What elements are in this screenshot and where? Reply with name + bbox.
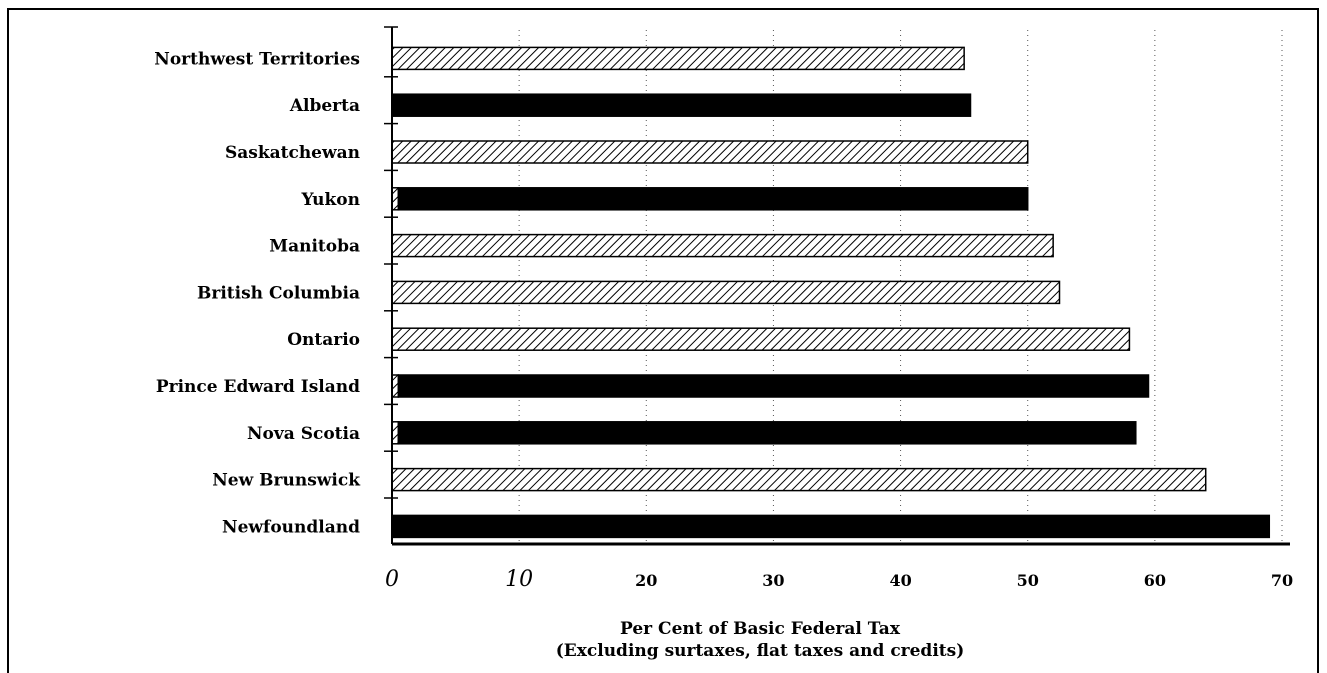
x-tick-label: 0 (385, 567, 399, 592)
x-tick-label: 60 (1144, 571, 1166, 590)
category-label: Nova Scotia (247, 424, 360, 444)
bar-ontario (391, 327, 1131, 351)
bar-newfoundland (391, 514, 1271, 539)
category-label: Newfoundland (222, 517, 360, 537)
x-tick-label: 70 (1271, 571, 1293, 590)
bar-yukon (391, 187, 1029, 211)
bar-hatched-segment (391, 327, 1131, 351)
x-tick-label: 50 (1017, 571, 1039, 590)
bar-new-brunswick (391, 467, 1207, 492)
bar-prince-edward-island (391, 374, 1150, 398)
x-axis-title-line: (Excluding surtaxes, flat taxes and cred… (556, 641, 965, 661)
bar-solid-segment (397, 187, 1029, 211)
axes (384, 26, 1290, 546)
category-labels: Northwest Territories Alberta Saskatchewan… (154, 49, 361, 537)
category-label: Yukon (301, 190, 361, 210)
bars (391, 46, 1271, 539)
x-tick-label: 10 (505, 567, 533, 592)
bar-hatched-segment (391, 467, 1207, 492)
bar-hatched-segment (391, 280, 1061, 305)
bar-northwest-territories (391, 46, 965, 71)
bar-solid-segment (397, 421, 1137, 445)
x-tick-label: 20 (635, 571, 657, 590)
bar-hatched-segment (391, 140, 1029, 164)
x-tick-labels: 0 10 20 30 40 50 60 70 (385, 567, 1293, 592)
x-tick-label: 40 (889, 571, 911, 590)
category-label: Prince Edward Island (156, 377, 360, 397)
bar-nova-scotia (391, 421, 1137, 445)
bar-manitoba (391, 233, 1054, 258)
bar-alberta (391, 93, 972, 117)
category-label: Saskatchewan (225, 143, 360, 163)
category-label: Ontario (287, 330, 360, 350)
bar-solid-segment (391, 93, 972, 117)
chart-frame (7, 8, 1319, 673)
bar-solid-segment (391, 514, 1271, 539)
category-label: Manitoba (269, 237, 360, 257)
category-label: Northwest Territories (154, 49, 360, 69)
x-axis-title: Per Cent of Basic Federal Tax(Excluding … (556, 619, 965, 661)
category-label: New Brunswick (212, 471, 361, 491)
x-tick-label: 30 (762, 571, 784, 590)
bar-british-columbia (391, 280, 1061, 305)
bar-solid-segment (397, 374, 1150, 398)
category-label: Alberta (289, 96, 360, 116)
category-label: British Columbia (197, 283, 360, 303)
x-axis-title-line: Per Cent of Basic Federal Tax (620, 619, 901, 639)
bar-hatched-segment (391, 233, 1054, 258)
bar-hatched-segment (391, 46, 965, 71)
bar-saskatchewan (391, 140, 1029, 164)
